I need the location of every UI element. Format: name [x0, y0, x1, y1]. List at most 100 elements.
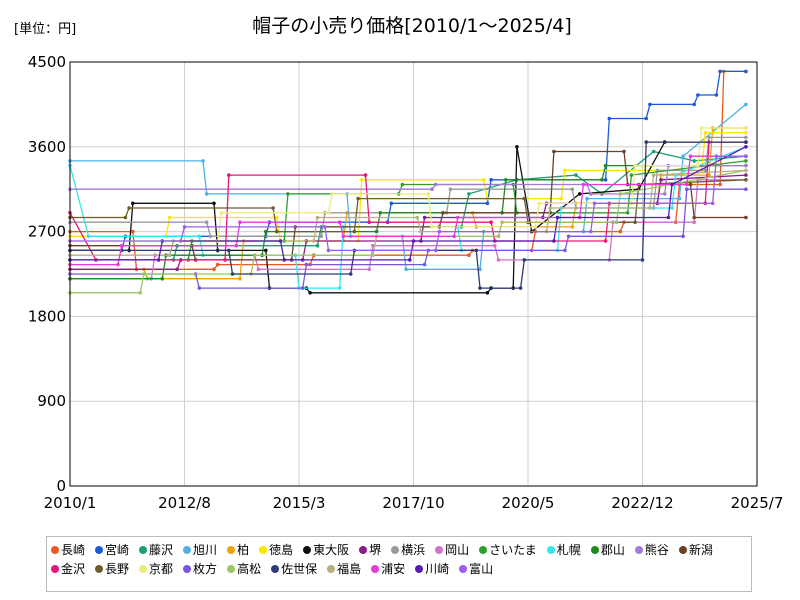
- x-tick-label: 2017/10: [382, 494, 444, 512]
- data-point: [485, 201, 490, 206]
- data-point: [308, 291, 312, 295]
- x-tick-label: 2020/5: [502, 494, 555, 512]
- data-point: [555, 215, 560, 220]
- data-point: [644, 116, 648, 121]
- data-point: [644, 140, 648, 144]
- data-point: [238, 220, 242, 224]
- data-point: [337, 220, 342, 224]
- data-point: [474, 248, 479, 253]
- y-tick-label: 1800: [28, 307, 66, 325]
- data-point: [744, 187, 748, 191]
- y-tick-label: 2700: [28, 223, 66, 241]
- data-point: [688, 182, 693, 187]
- data-point: [500, 220, 504, 224]
- legend-label: 横浜: [401, 543, 426, 557]
- legend-item: 金沢: [51, 559, 85, 578]
- data-point: [348, 272, 353, 276]
- legend-marker: [139, 564, 148, 573]
- legend-marker: [371, 564, 380, 573]
- data-point: [119, 243, 124, 248]
- legend-item: 浦安: [371, 559, 405, 578]
- data-point: [489, 178, 493, 182]
- legend-label: 金沢: [61, 562, 86, 576]
- data-point: [179, 239, 183, 243]
- legend-label: 福島: [337, 562, 362, 576]
- data-point: [415, 215, 420, 220]
- data-point: [315, 243, 320, 248]
- data-point: [264, 248, 268, 253]
- data-point: [212, 267, 216, 272]
- data-point: [744, 126, 748, 130]
- legend-item: 京都: [139, 559, 173, 578]
- data-point: [651, 173, 656, 177]
- series-22: [68, 154, 748, 267]
- data-point: [127, 206, 131, 210]
- data-point: [692, 102, 696, 107]
- legend-item: 宮崎: [95, 540, 129, 559]
- data-point: [142, 272, 146, 276]
- data-point: [744, 163, 748, 168]
- data-point: [662, 192, 667, 196]
- legend-item: 高松: [227, 559, 261, 578]
- data-point: [319, 234, 324, 239]
- data-point: [116, 262, 120, 267]
- data-point: [744, 140, 748, 144]
- data-point: [518, 286, 523, 290]
- data-point: [337, 286, 342, 290]
- data-point: [367, 267, 372, 272]
- data-point: [696, 163, 700, 168]
- series-20: [68, 140, 748, 290]
- data-point: [744, 145, 748, 149]
- data-point: [718, 182, 722, 187]
- data-point: [326, 211, 331, 215]
- data-point: [452, 234, 456, 239]
- legend-item: 柏: [227, 540, 249, 559]
- legend-label: 長野: [105, 562, 130, 576]
- data-point: [633, 220, 637, 224]
- data-point: [441, 211, 445, 215]
- data-point: [312, 239, 316, 243]
- series-7: [68, 173, 748, 272]
- data-point: [131, 201, 135, 206]
- legend-label: 柏: [237, 543, 250, 557]
- legend-marker: [183, 564, 192, 573]
- data-point: [275, 229, 279, 234]
- data-point: [603, 178, 608, 182]
- data-point: [219, 211, 224, 215]
- data-point: [622, 149, 626, 154]
- legend-label: 佐世保: [281, 562, 318, 576]
- legend-item: 富山: [459, 559, 493, 578]
- legend-marker: [546, 545, 555, 554]
- x-axis-ticks: 2010/1 2012/8 2015/3 2017/10 2020/5 2022/12 20…: [44, 494, 784, 512]
- data-point: [670, 182, 674, 187]
- data-point: [419, 229, 423, 234]
- series-line: [70, 155, 746, 266]
- x-tick-label: 2015/3: [273, 494, 326, 512]
- legend-item: 岡山: [435, 540, 469, 559]
- data-point: [208, 234, 213, 239]
- legend-label: 浦安: [381, 562, 406, 576]
- series-line: [70, 169, 746, 256]
- legend-label: 藤沢: [149, 543, 174, 557]
- data-point: [589, 192, 593, 196]
- legend-marker: [139, 545, 148, 554]
- data-point: [707, 135, 711, 140]
- legend-item: 郡山: [590, 540, 625, 559]
- data-point: [563, 168, 567, 173]
- data-point: [315, 215, 320, 220]
- data-point: [408, 258, 412, 262]
- legend-marker: [271, 564, 280, 573]
- x-tick-label: 2022/12: [611, 494, 673, 512]
- data-point: [692, 159, 696, 163]
- data-point: [744, 159, 748, 163]
- data-point: [422, 215, 427, 220]
- legend-label: 東大阪: [313, 543, 350, 557]
- legend-marker: [359, 545, 368, 554]
- legend-item: 長崎: [51, 540, 85, 559]
- data-point: [286, 192, 290, 196]
- data-point: [160, 276, 165, 281]
- data-point: [699, 126, 704, 130]
- data-point: [238, 276, 242, 281]
- series-16: [68, 178, 748, 234]
